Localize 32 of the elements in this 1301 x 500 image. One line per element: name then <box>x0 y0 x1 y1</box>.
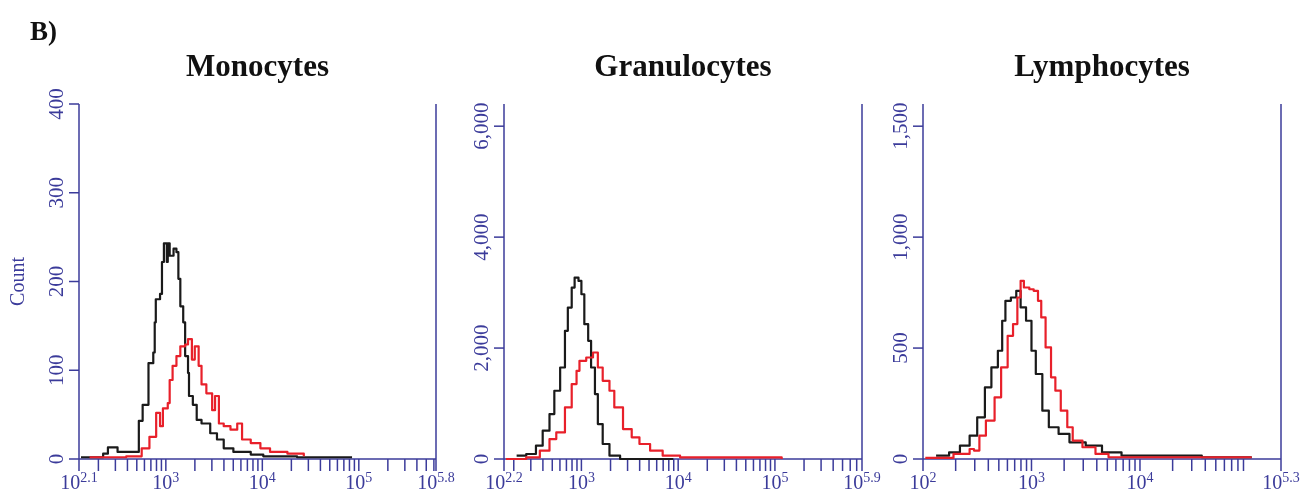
y-tick-label: 300 <box>44 177 68 209</box>
y-tick-label: 0 <box>469 453 493 465</box>
y-tick-label: 0 <box>44 453 68 465</box>
x-tick-label: 10$^{4}$ <box>1126 469 1154 493</box>
chart-title: Granulocytes <box>594 48 772 83</box>
chart-title: Lymphocytes <box>1014 48 1190 83</box>
y-tick-label: 0 <box>888 453 912 465</box>
y-tick-label: 4,000 <box>469 213 493 261</box>
y-tick-label: 500 <box>888 332 912 364</box>
x-tick-label: 10$^{3}$ <box>567 469 595 493</box>
y-axis-title: Count <box>6 256 28 306</box>
x-tick-label: 10$^{5.9}$ <box>843 469 881 493</box>
x-tick-label: 10$^{3}$ <box>152 469 180 493</box>
text: B) <box>30 16 57 46</box>
x-tick-label: 10$^{4}$ <box>664 469 692 493</box>
x-tick-label: 10$^{5.8}$ <box>417 469 455 493</box>
chart-title: Monocytes <box>186 48 329 83</box>
y-tick-label: 400 <box>44 88 68 120</box>
y-tick-label: 1,500 <box>888 102 912 150</box>
x-tick-label: 10$^{5}$ <box>761 469 789 493</box>
y-tick-label: 200 <box>44 265 68 298</box>
y-tick-label: 2,000 <box>469 324 493 372</box>
y-tick-label: 1,000 <box>888 213 912 261</box>
x-tick-label: 10$^{2.1}$ <box>60 469 98 493</box>
y-tick-label: 6,000 <box>469 102 493 150</box>
x-tick-label: 10$^{5.3}$ <box>1262 469 1300 493</box>
x-tick-label: 10$^{3}$ <box>1017 469 1045 493</box>
y-tick-label: 100 <box>44 354 68 386</box>
x-tick-label: 10$^{2.2}$ <box>485 469 523 493</box>
x-tick-label: 10$^{5}$ <box>345 469 373 493</box>
x-tick-label: 10$^{4}$ <box>248 469 276 493</box>
x-tick-label: 10$^{2}$ <box>909 469 937 493</box>
